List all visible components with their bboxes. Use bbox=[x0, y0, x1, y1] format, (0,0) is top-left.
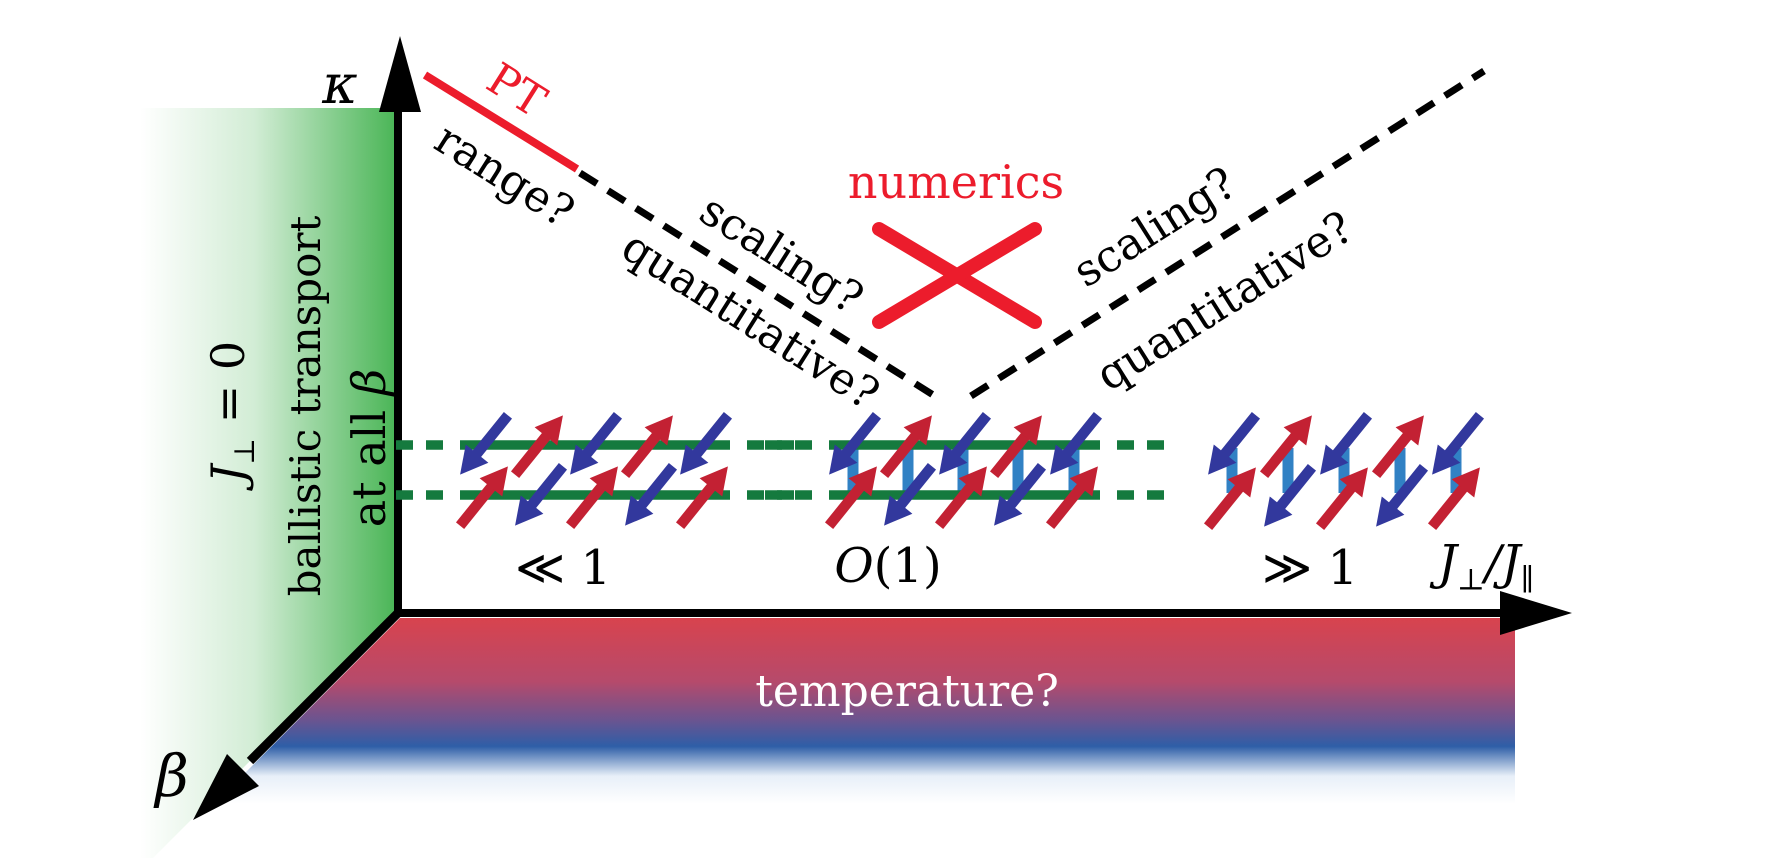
red-spin-arrow bbox=[510, 429, 554, 478]
x-axis-label: J⊥/J∥ bbox=[1438, 539, 1534, 595]
pt-transition-line bbox=[422, 71, 580, 173]
blue-spin-arrow bbox=[1273, 464, 1317, 513]
band-jperp-sub: ⊥ bbox=[228, 437, 262, 465]
band-label-at-all-beta: at all β bbox=[342, 369, 396, 528]
blue-spin-arrowhead bbox=[570, 444, 599, 475]
red-spin-arrow bbox=[1371, 429, 1415, 478]
blue-spin-arrowhead bbox=[884, 495, 913, 526]
blue-spin-arrow bbox=[1329, 412, 1373, 461]
blue-spin-arrowhead bbox=[1208, 444, 1237, 475]
blue-spin-arrow bbox=[1059, 412, 1103, 461]
x-axis-label-par: ∥ bbox=[1520, 562, 1535, 598]
red-spin-arrow bbox=[1045, 480, 1089, 529]
blue-spin-arrowhead bbox=[680, 444, 709, 475]
spin-ladders bbox=[396, 412, 1485, 530]
red-spin-arrowhead bbox=[1339, 467, 1368, 498]
region-intermediate-rest: (1) bbox=[873, 538, 942, 594]
red-spin-arrowhead bbox=[1013, 415, 1042, 446]
red-spin-arrowhead bbox=[479, 466, 508, 497]
blue-spin-arrowhead bbox=[1050, 444, 1079, 475]
red-spin-arrow bbox=[565, 480, 609, 529]
red-spin-arrowhead bbox=[699, 466, 728, 497]
band-jperp-eq: = 0 bbox=[201, 340, 255, 438]
blue-spin-arrow bbox=[893, 463, 937, 512]
red-spin-arrowhead bbox=[644, 415, 673, 446]
red-spin-arrowhead bbox=[1395, 415, 1424, 446]
blue-spin-arrow bbox=[1441, 412, 1485, 461]
red-spin-arrowhead bbox=[903, 415, 932, 446]
red-spin-arrow bbox=[879, 429, 923, 478]
blue-spin-arrow bbox=[1217, 412, 1261, 461]
red-spin-arrowhead bbox=[958, 466, 987, 497]
weak-coupling-ladder bbox=[396, 412, 794, 529]
blue-spin-arrow bbox=[634, 463, 678, 512]
blue-spin-arrow bbox=[469, 412, 513, 461]
red-spin-arrow bbox=[675, 480, 719, 529]
red-spin-arrowhead bbox=[1069, 466, 1098, 497]
blue-spin-arrowhead bbox=[460, 444, 489, 475]
blue-spin-arrowhead bbox=[1376, 496, 1405, 527]
strong-coupling-dimers bbox=[1203, 412, 1485, 530]
red-spin-arrow bbox=[1203, 481, 1247, 530]
red-spin-arrowhead bbox=[1451, 467, 1480, 498]
red-spin-arrow bbox=[455, 480, 499, 529]
red-spin-arrow bbox=[1427, 481, 1471, 530]
blue-spin-arrowhead bbox=[994, 495, 1023, 526]
beta-axis-label: β bbox=[155, 742, 189, 810]
blue-spin-arrow bbox=[948, 412, 992, 461]
x-axis-label-mid: /J bbox=[1485, 535, 1521, 591]
red-spin-arrowhead bbox=[534, 415, 563, 446]
band-atall-beta: β bbox=[342, 368, 396, 396]
band-label-ballistic: ballistic transport bbox=[281, 215, 330, 597]
band-jperp-j: J bbox=[201, 464, 255, 484]
kappa-axis-label: κ bbox=[322, 53, 358, 116]
numerics-cross-icon bbox=[872, 222, 1042, 329]
numerics-label: numerics bbox=[847, 155, 1065, 209]
blue-spin-arrowhead bbox=[939, 444, 968, 475]
x-axis-label-perp: ⊥ bbox=[1457, 562, 1486, 598]
x-axis-label-j: J bbox=[1437, 535, 1458, 591]
blue-spin-arrowhead bbox=[625, 495, 654, 526]
blue-spin-arrow bbox=[524, 463, 568, 512]
blue-spin-arrowhead bbox=[515, 495, 544, 526]
region-label-strong: ≫ 1 bbox=[1261, 540, 1359, 596]
red-spin-arrow bbox=[934, 480, 978, 529]
region-intermediate-o: O bbox=[834, 538, 874, 594]
blue-spin-arrowhead bbox=[1432, 444, 1461, 475]
red-spin-arrow bbox=[989, 429, 1033, 478]
blue-spin-arrow bbox=[838, 412, 882, 461]
red-spin-arrow bbox=[824, 480, 868, 529]
red-spin-arrow bbox=[620, 429, 664, 478]
beta-axis bbox=[193, 608, 403, 820]
temperature-label: temperature? bbox=[755, 666, 1059, 717]
red-spin-arrow bbox=[1315, 481, 1359, 530]
band-label-jperp-zero: J⊥ = 0 bbox=[201, 341, 261, 483]
crossover-line-right bbox=[969, 68, 1486, 399]
red-spin-arrowhead bbox=[589, 466, 618, 497]
red-spin-arrowhead bbox=[848, 466, 877, 497]
blue-spin-arrow bbox=[579, 412, 623, 461]
region-label-weak: ≪ 1 bbox=[514, 540, 612, 596]
red-spin-arrowhead bbox=[1227, 467, 1256, 498]
red-spin-arrowhead bbox=[1283, 415, 1312, 446]
temperature-gradient-bar bbox=[214, 618, 1515, 804]
blue-spin-arrowhead bbox=[829, 444, 858, 475]
blue-spin-arrowhead bbox=[1320, 444, 1349, 475]
blue-spin-arrow bbox=[1385, 464, 1429, 513]
crossover-line-left bbox=[578, 170, 940, 401]
blue-spin-arrow bbox=[689, 412, 733, 461]
intermediate-coupling-ladder bbox=[765, 412, 1164, 529]
region-label-intermediate: O(1) bbox=[834, 542, 941, 590]
red-spin-arrow bbox=[1259, 429, 1303, 478]
band-atall-text: at all bbox=[342, 395, 396, 528]
x-axis bbox=[394, 591, 1572, 635]
blue-spin-arrowhead bbox=[1264, 496, 1293, 527]
kappa-axis bbox=[379, 36, 421, 617]
blue-spin-arrow bbox=[1003, 463, 1047, 512]
